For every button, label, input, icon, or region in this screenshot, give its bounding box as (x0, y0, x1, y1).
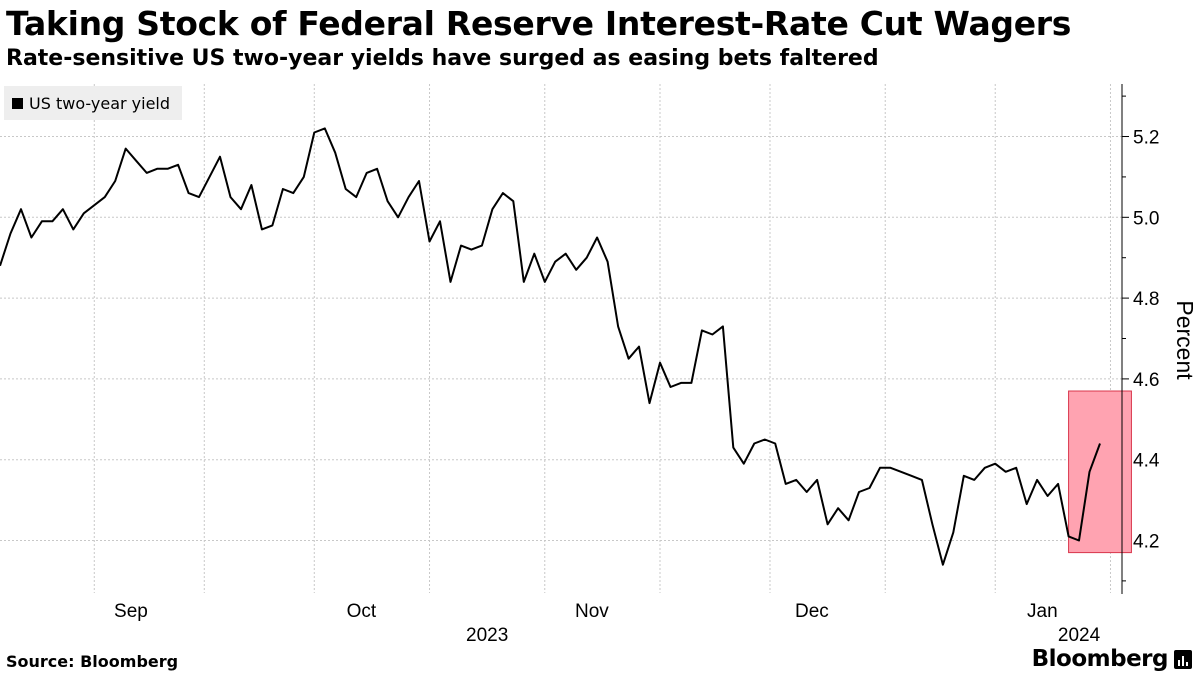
y-tick-label: 5.0 (1133, 208, 1159, 229)
series-line-us-two-year-yield (0, 127, 1101, 566)
brand-logo: Bloomberg (1031, 646, 1169, 672)
chart-title: Taking Stock of Federal Reserve Interest… (6, 4, 1072, 43)
y-tick-label: 4.8 (1133, 289, 1159, 310)
y-tick-label: 4.4 (1133, 451, 1160, 472)
y-tick-label: 4.2 (1133, 531, 1159, 552)
x-tick-label: Jan (1027, 601, 1058, 622)
highlight-box (1068, 390, 1132, 554)
bloomberg-chart-icon (1174, 650, 1192, 669)
y-tick-label: 5.2 (1133, 128, 1159, 149)
year-label: 2023 (466, 625, 508, 646)
source-note: Source: Bloomberg (6, 652, 179, 671)
chart-subtitle: Rate-sensitive US two-year yields have s… (6, 46, 879, 71)
legend: US two-year yield (4, 86, 183, 120)
y-tick-label: 4.6 (1133, 370, 1159, 391)
y-axis-label: Percent (1172, 300, 1198, 380)
x-tick-label: Oct (347, 601, 377, 622)
x-tick-label: Dec (795, 601, 829, 622)
x-tick-label: Nov (575, 601, 609, 622)
legend-label: US two-year yield (29, 93, 171, 113)
x-tick-label: Sep (114, 601, 148, 622)
legend-swatch (12, 97, 23, 109)
year-label: 2024 (1058, 625, 1101, 646)
